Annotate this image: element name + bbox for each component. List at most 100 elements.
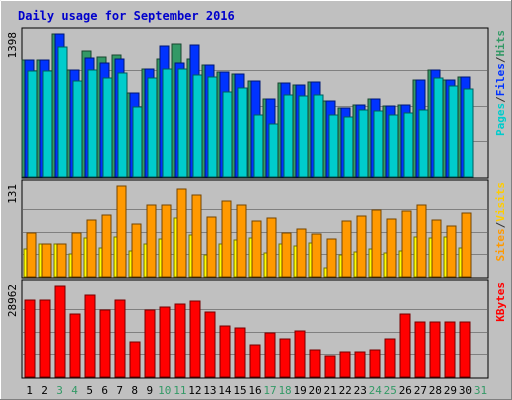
x-tick-label: 25 [384, 384, 397, 397]
bar-sites-day-2 [41, 243, 52, 278]
bar-sites-day-17 [266, 217, 277, 278]
bar-kbytes-day-7 [114, 299, 126, 378]
legend-entry: Pages [494, 103, 507, 136]
bar-kbytes-day-1 [24, 299, 36, 378]
bar-pages-day-2 [42, 70, 53, 178]
x-tick-label: 2 [41, 384, 48, 397]
x-tick-label: 28 [429, 384, 442, 397]
bar-sites-day-25 [386, 218, 397, 278]
bar-pages-day-22 [343, 116, 354, 178]
bar-pages-day-5 [87, 69, 98, 178]
x-tick-label: 24 [369, 384, 383, 397]
bar-sites-day-27 [416, 204, 427, 278]
x-tick-label: 23 [354, 384, 367, 397]
bar-sites-day-15 [236, 204, 247, 278]
bar-pages-day-28 [433, 77, 444, 178]
bar-sites-day-4 [71, 232, 82, 278]
bar-pages-day-23 [358, 109, 369, 178]
legend-entry: Sites [494, 228, 507, 261]
bar-pages-day-11 [177, 68, 188, 178]
bar-sites-day-22 [341, 220, 352, 278]
bar-sites-day-13 [206, 216, 217, 278]
x-tick-label: 8 [131, 384, 138, 397]
bar-kbytes-day-17 [264, 332, 276, 378]
bar-sites-day-10 [161, 204, 172, 278]
x-tick-label: 4 [71, 384, 78, 397]
bar-kbytes-day-5 [84, 294, 96, 378]
bar-kbytes-day-28 [429, 321, 441, 378]
bar-kbytes-day-12 [189, 300, 201, 378]
legend-entry: Hits [494, 30, 507, 57]
bar-pages-day-4 [72, 80, 83, 178]
chart-panels: 1398Pages/Files/Hits131Sites/Visits28962… [6, 27, 507, 379]
x-tick-label: 18 [278, 384, 291, 397]
x-tick-label: 21 [324, 384, 337, 397]
x-tick-label: 7 [116, 384, 123, 397]
bar-sites-day-30 [461, 212, 472, 278]
bar-pages-day-7 [117, 72, 128, 178]
legend-entry: Visits [494, 182, 507, 222]
bar-pages-day-29 [448, 85, 459, 178]
bar-pages-day-12 [192, 74, 203, 178]
bar-sites-day-7 [116, 185, 127, 278]
x-tick-label: 13 [203, 384, 216, 397]
x-tick-label: 26 [399, 384, 412, 397]
x-tick-label: 30 [459, 384, 472, 397]
panel-2: 131 Sites/Visits [6, 179, 507, 279]
bar-pages-day-18 [283, 94, 294, 178]
legend-entry: Files [494, 63, 507, 96]
x-tick-label: 9 [146, 384, 153, 397]
bar-sites-day-9 [146, 204, 157, 278]
bar-pages-day-20 [313, 94, 324, 178]
bar-sites-day-1 [26, 232, 37, 278]
bar-kbytes-day-3 [54, 285, 66, 378]
bar-kbytes-day-13 [204, 311, 216, 378]
bar-kbytes-day-20 [309, 349, 321, 378]
bar-kbytes-day-21 [324, 355, 336, 378]
bar-sites-day-8 [131, 223, 142, 278]
panel-3: 28962 KBytes [6, 279, 507, 379]
x-tick-label: 11 [173, 384, 186, 397]
bar-pages-day-21 [328, 114, 339, 178]
legend-entry: KBytes [494, 282, 507, 322]
bar-kbytes-day-29 [444, 321, 456, 378]
bar-kbytes-day-25 [384, 338, 396, 378]
bar-kbytes-day-2 [39, 299, 51, 378]
x-tick-label: 12 [188, 384, 201, 397]
bar-kbytes-day-30 [459, 321, 471, 378]
bar-sites-day-29 [446, 225, 457, 278]
panel-legend: KBytes [494, 282, 507, 322]
bar-kbytes-day-15 [234, 327, 246, 378]
x-tick-label: 15 [233, 384, 246, 397]
bar-sites-day-20 [311, 233, 322, 278]
bar-sites-day-6 [101, 214, 112, 278]
bar-pages-day-27 [418, 109, 429, 178]
x-axis-labels: 1 2 3 4 5 6 7 8 9 10 11 12 13 14 15 16 17 18 19 20 21 22 23 24 2… [26, 384, 487, 397]
bar-kbytes-day-9 [144, 309, 156, 378]
bar-pages-day-15 [237, 87, 248, 178]
bar-pages-day-17 [268, 123, 279, 178]
x-tick-label: 19 [293, 384, 306, 397]
x-tick-label: 16 [248, 384, 261, 397]
bar-pages-day-13 [207, 76, 218, 178]
x-tick-label: 17 [263, 384, 276, 397]
x-tick-label: 22 [339, 384, 352, 397]
bar-pages-day-19 [298, 95, 309, 178]
legend-entry: / [494, 56, 507, 63]
x-tick-label: 20 [309, 384, 322, 397]
bar-pages-day-30 [463, 88, 474, 178]
legend-entry: / [494, 96, 507, 103]
x-tick-label: 27 [414, 384, 427, 397]
bar-kbytes-day-14 [219, 325, 231, 378]
bar-sites-day-11 [176, 188, 187, 278]
bar-kbytes-day-24 [369, 349, 381, 378]
bar-sites-day-28 [431, 219, 442, 278]
bar-kbytes-day-16 [249, 344, 261, 378]
bar-pages-day-6 [102, 77, 113, 178]
chart-title: Daily usage for September 2016 [18, 9, 235, 23]
bar-pages-day-25 [388, 114, 399, 178]
bar-pages-day-26 [403, 112, 414, 178]
bar-kbytes-day-26 [399, 313, 411, 378]
x-tick-label: 5 [86, 384, 93, 397]
